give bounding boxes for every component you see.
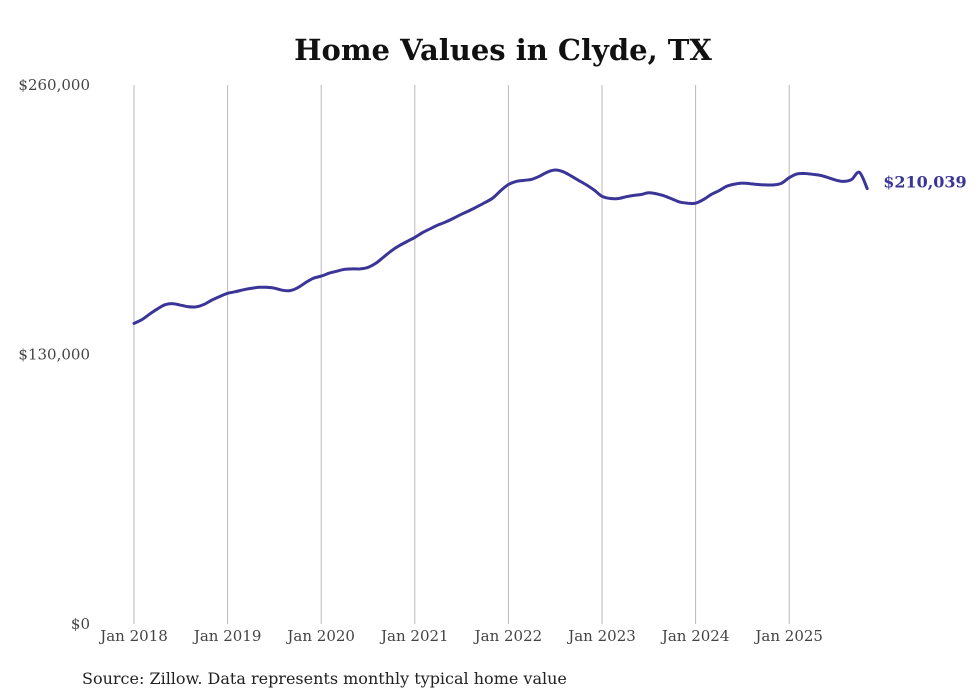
x-tick-label: Jan 2023 (566, 627, 636, 645)
x-tick-label: Jan 2024 (660, 627, 730, 645)
y-tick-label: $260,000 (18, 76, 90, 94)
x-axis-ticks: Jan 2018 Jan 2019 Jan 2020 Jan 2021 Jan 2022… (98, 627, 823, 645)
chart-title: Home Values in Clyde, TX (294, 33, 712, 67)
series-line-home-value (132, 168, 869, 325)
y-tick-label: $0 (71, 615, 90, 633)
x-tick-label: Jan 2021 (379, 627, 449, 645)
x-tick-label: Jan 2018 (98, 627, 168, 645)
y-tick-label: $130,000 (18, 346, 90, 364)
last-value-label: $210,039 (883, 173, 967, 192)
x-tick-label: Jan 2020 (285, 627, 355, 645)
x-tick-label: Jan 2022 (473, 627, 543, 645)
x-tick-label: Jan 2025 (753, 627, 823, 645)
source-note: Source: Zillow. Data represents monthly … (82, 669, 567, 688)
x-tick-label: Jan 2019 (192, 627, 262, 645)
gridlines (133, 85, 790, 624)
y-axis-ticks: $0 $130,000 $260,000 (18, 76, 90, 633)
